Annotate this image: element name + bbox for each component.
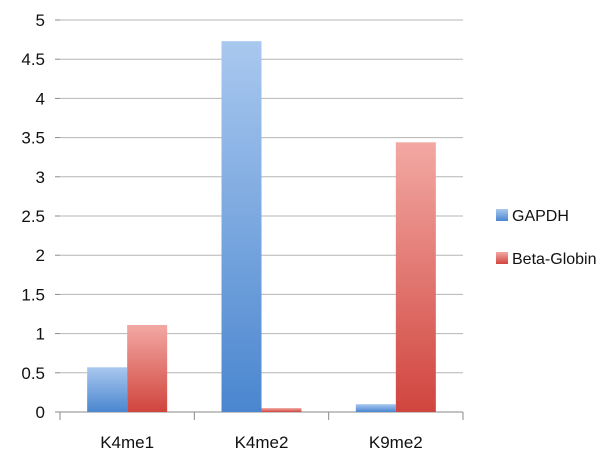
bars [87, 41, 436, 412]
legend-label: GAPDH [512, 208, 569, 225]
legend: GAPDH Beta-Globin [496, 208, 597, 268]
y-tick-label: 5 [36, 11, 45, 30]
y-tick-label: 3 [36, 168, 45, 187]
legend-label: Beta-Globin [512, 251, 597, 268]
y-tick-label: 0 [36, 403, 45, 422]
y-tick-label: 4 [36, 89, 45, 108]
legend-swatch [496, 252, 508, 264]
y-tick-label: 1 [36, 325, 45, 344]
legend-swatch [496, 209, 508, 221]
bar-beta-globin-k9me2 [395, 142, 436, 412]
x-category-label: K9me2 [369, 433, 423, 452]
x-axis: K4me1 K4me2 K9me2 [59, 412, 464, 452]
bar-beta-globin-k4me2 [261, 408, 302, 412]
y-tick-label: 1.5 [21, 285, 45, 304]
y-tick-label: 2.5 [21, 207, 45, 226]
bar-gapdh-k4me1 [87, 367, 128, 412]
x-category-label: K4me2 [235, 433, 289, 452]
y-axis-ticks: 0 0.5 1 1.5 2 2.5 3 3.5 4 4.5 5 [21, 11, 45, 422]
y-tick-label: 0.5 [21, 364, 45, 383]
y-tick-label: 4.5 [21, 50, 45, 69]
y-tick-label: 2 [36, 246, 45, 265]
y-tick-label: 3.5 [21, 129, 45, 148]
bar-gapdh-k9me2 [355, 404, 396, 412]
bar-gapdh-k4me2 [221, 41, 262, 412]
bar-beta-globin-k4me1 [127, 324, 168, 412]
x-category-label: K4me1 [100, 433, 154, 452]
